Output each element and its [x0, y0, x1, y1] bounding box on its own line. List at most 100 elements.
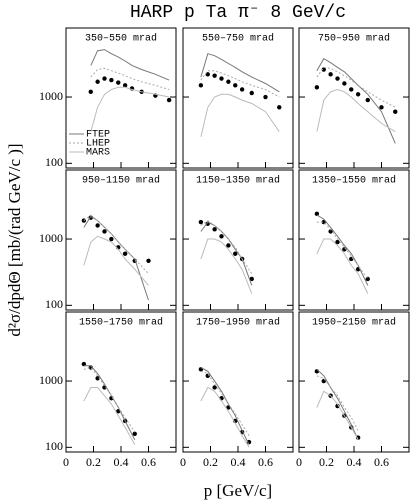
- model-line: [200, 221, 253, 286]
- data-point: [212, 73, 217, 78]
- model-line: [200, 219, 253, 274]
- data-point: [314, 85, 320, 90]
- model-line: [200, 53, 280, 93]
- panel-annotation: 950–1150 mrad: [82, 175, 160, 187]
- panel-annotation: 1550–1750 mrad: [79, 317, 163, 329]
- data-point: [212, 227, 217, 232]
- data-point: [328, 229, 333, 234]
- y-tick-label: 1000: [39, 231, 63, 245]
- panel-annotation: 1950–2150 mrad: [312, 317, 396, 329]
- data-point: [226, 243, 231, 248]
- panel-annotation: 550–750 mrad: [202, 33, 274, 45]
- x-tick-label: 0.2: [86, 455, 101, 469]
- model-line: [200, 93, 280, 138]
- data-point: [132, 431, 137, 436]
- model-line: [90, 49, 170, 81]
- data-point: [146, 258, 151, 263]
- data-point: [239, 87, 245, 92]
- data-point: [81, 361, 87, 367]
- legend-label: LHEP: [86, 139, 110, 150]
- x-tick-label: 0.2: [203, 455, 218, 469]
- model-line: [200, 70, 280, 98]
- panel-annotation: 1750–1950 mrad: [196, 317, 280, 329]
- x-tick-label: 0.6: [258, 455, 273, 469]
- y-axis-label: d²σ/dpdΘ [mb/(rad GeV/c )]: [5, 143, 24, 336]
- data-point: [109, 236, 114, 242]
- model-line: [83, 365, 136, 441]
- panel-annotation: 750–950 mrad: [318, 33, 390, 45]
- data-point: [393, 109, 398, 114]
- data-point: [95, 79, 100, 84]
- model-line: [200, 367, 250, 445]
- model-line: [316, 238, 369, 294]
- model-line: [316, 375, 359, 431]
- x-tick-label: 0: [180, 455, 186, 469]
- model-line: [316, 221, 369, 280]
- data-point: [263, 94, 268, 100]
- data-point: [365, 97, 370, 103]
- y-tick-label: 100: [45, 439, 63, 453]
- data-point: [219, 234, 224, 239]
- legend-label: FTEP: [86, 130, 110, 141]
- data-point: [122, 251, 128, 256]
- data-point: [122, 83, 128, 88]
- model-line: [83, 214, 149, 275]
- model-line: [200, 386, 250, 448]
- panel-frame: [65, 27, 177, 169]
- data-point: [116, 80, 121, 85]
- data-point: [233, 83, 238, 88]
- data-point: [328, 72, 333, 77]
- x-tick-label: 0.6: [141, 455, 156, 469]
- data-point: [355, 92, 361, 97]
- data-point: [335, 76, 340, 81]
- data-point: [109, 77, 114, 83]
- x-tick-label: 0.6: [374, 455, 389, 469]
- panel-annotation: 1150–1350 mrad: [196, 175, 280, 187]
- panel-frame: [65, 169, 177, 311]
- model-line: [83, 387, 136, 445]
- y-tick-label: 100: [45, 297, 63, 311]
- data-point: [249, 276, 254, 282]
- model-line: [83, 215, 149, 301]
- panel-frame: [298, 169, 410, 311]
- model-line: [200, 238, 253, 294]
- model-line: [90, 86, 170, 132]
- data-point: [166, 97, 172, 103]
- model-line: [83, 366, 136, 433]
- y-tick-label: 100: [45, 155, 63, 169]
- model-line: [316, 390, 359, 441]
- y-tick-label: 1000: [39, 89, 63, 103]
- data-point: [88, 89, 93, 94]
- data-point: [314, 211, 320, 217]
- panel-annotation: 1350–1550 mrad: [312, 175, 396, 187]
- data-point: [335, 239, 340, 245]
- x-tick-label: 0: [63, 455, 69, 469]
- panel-frame: [65, 311, 177, 453]
- data-point: [198, 83, 204, 88]
- data-point: [226, 79, 231, 84]
- data-point: [95, 223, 100, 228]
- data-point: [342, 81, 347, 86]
- data-point: [349, 87, 354, 92]
- data-point: [277, 105, 282, 110]
- y-tick-label: 1000: [39, 373, 63, 387]
- x-tick-label: 0.2: [319, 455, 334, 469]
- data-point: [95, 376, 100, 381]
- data-point: [205, 72, 210, 77]
- model-line: [316, 369, 359, 441]
- data-point: [219, 76, 224, 81]
- data-point: [212, 385, 217, 390]
- panel-frame: [298, 27, 410, 169]
- panel-frame: [182, 311, 294, 453]
- data-point: [379, 105, 384, 110]
- x-tick-label: 0.4: [347, 455, 362, 469]
- legend-label: MARS: [86, 148, 110, 159]
- data-point: [233, 251, 238, 256]
- data-point: [321, 67, 326, 72]
- data-point: [102, 229, 107, 234]
- x-axis-label: p [GeV/c]: [204, 481, 272, 500]
- model-line: [316, 88, 396, 133]
- model-line: [90, 67, 170, 90]
- x-tick-label: 0.4: [114, 455, 129, 469]
